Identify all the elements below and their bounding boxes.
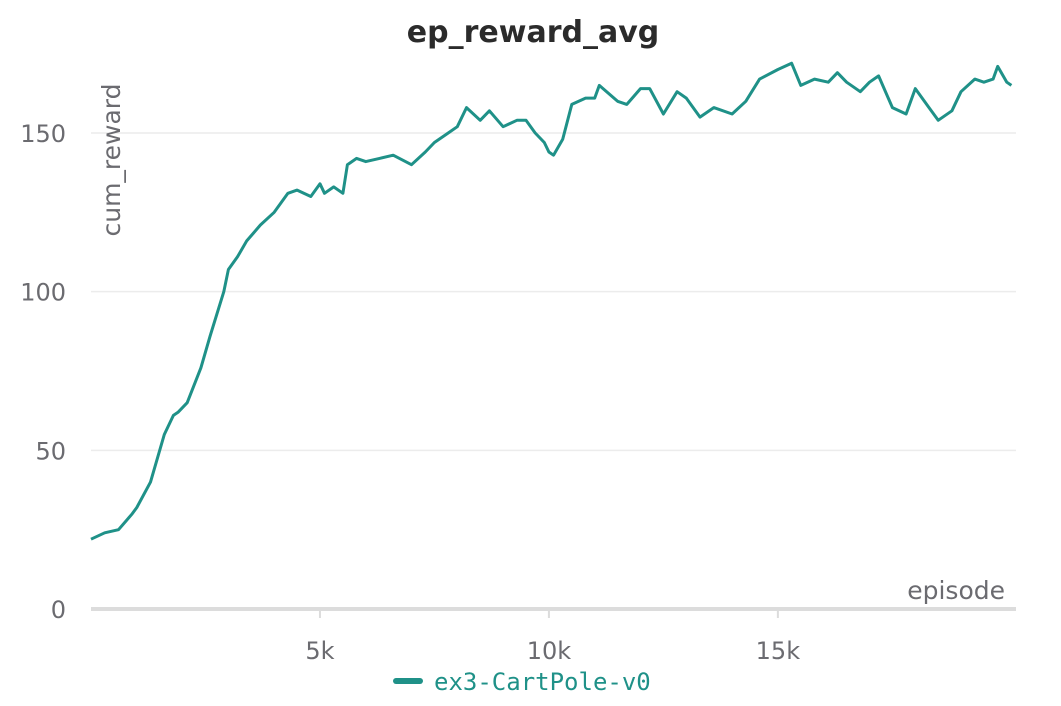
series-line	[90, 61, 1013, 541]
x-tick-label: 5k	[305, 637, 334, 665]
legend[interactable]: ex3-CartPole-v0	[393, 668, 651, 696]
y-tick-label: 50	[35, 437, 66, 465]
y-tick-label: 100	[20, 279, 66, 307]
y-tick-label: 150	[20, 120, 66, 148]
legend-label[interactable]: ex3-CartPole-v0	[434, 668, 651, 696]
x-tick-label: 10k	[527, 637, 572, 665]
chart-title: ep_reward_avg	[407, 15, 659, 50]
series-lines	[90, 61, 1013, 541]
y-tick-label: 0	[51, 596, 66, 624]
grid	[91, 132, 1016, 618]
y-axis-label: cum_reward	[97, 83, 126, 236]
x-axis-label: episode	[907, 576, 1005, 605]
tick-labels: 0 50 100 150 5k 10k 15k	[20, 120, 800, 665]
x-tick-label: 15k	[756, 637, 801, 665]
